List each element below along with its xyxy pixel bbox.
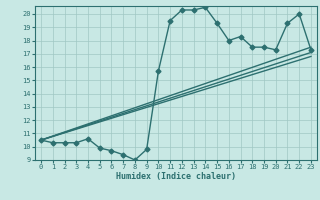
X-axis label: Humidex (Indice chaleur): Humidex (Indice chaleur) [116,172,236,181]
